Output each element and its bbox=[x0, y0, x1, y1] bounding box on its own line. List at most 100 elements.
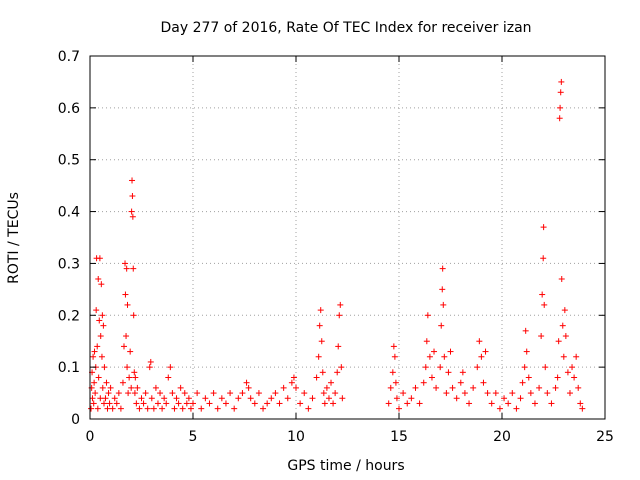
data-point bbox=[474, 364, 481, 371]
data-point bbox=[106, 400, 113, 407]
data-point bbox=[142, 390, 149, 397]
data-point bbox=[320, 390, 327, 397]
data-point bbox=[187, 405, 194, 412]
data-point bbox=[539, 291, 546, 298]
x-axis-title: GPS time / hours bbox=[287, 458, 404, 474]
data-point bbox=[185, 395, 192, 402]
data-point bbox=[130, 312, 137, 319]
data-point bbox=[129, 177, 136, 184]
data-point bbox=[198, 405, 205, 412]
data-point bbox=[521, 364, 528, 371]
data-point bbox=[445, 369, 452, 376]
data-point bbox=[422, 364, 429, 371]
data-point bbox=[159, 405, 166, 412]
data-point bbox=[336, 312, 343, 319]
data-point bbox=[496, 405, 503, 412]
data-point bbox=[337, 301, 344, 308]
data-point bbox=[393, 395, 400, 402]
data-point bbox=[476, 338, 483, 345]
data-point bbox=[97, 395, 104, 402]
data-point bbox=[272, 390, 279, 397]
data-point bbox=[440, 301, 447, 308]
data-point bbox=[540, 255, 547, 262]
data-point bbox=[206, 400, 213, 407]
data-point bbox=[480, 379, 487, 386]
data-point bbox=[558, 78, 565, 85]
data-point bbox=[315, 353, 322, 360]
data-point bbox=[426, 353, 433, 360]
x-tick-label: 20 bbox=[493, 429, 511, 445]
data-point bbox=[243, 379, 250, 386]
data-point bbox=[482, 348, 489, 355]
data-point bbox=[264, 400, 271, 407]
data-point bbox=[218, 395, 225, 402]
data-point bbox=[557, 104, 564, 111]
data-point bbox=[131, 369, 138, 376]
data-point bbox=[179, 405, 186, 412]
data-point bbox=[501, 395, 508, 402]
data-point bbox=[562, 333, 569, 340]
data-point bbox=[91, 348, 98, 355]
data-point bbox=[412, 384, 419, 391]
data-point bbox=[128, 208, 135, 215]
data-point bbox=[517, 395, 524, 402]
data-point bbox=[280, 384, 287, 391]
data-point bbox=[288, 379, 295, 386]
data-point bbox=[531, 400, 538, 407]
data-point bbox=[558, 275, 565, 282]
data-point bbox=[385, 400, 392, 407]
data-point bbox=[146, 364, 153, 371]
data-point bbox=[513, 405, 520, 412]
data-point bbox=[317, 307, 324, 314]
data-point bbox=[321, 400, 328, 407]
data-point bbox=[492, 390, 499, 397]
y-tick-label: 0.7 bbox=[58, 49, 80, 65]
data-point bbox=[276, 400, 283, 407]
data-point bbox=[318, 338, 325, 345]
data-point bbox=[540, 224, 547, 231]
data-point bbox=[98, 353, 105, 360]
data-point bbox=[332, 390, 339, 397]
data-point bbox=[571, 374, 578, 381]
data-point bbox=[325, 395, 332, 402]
data-point bbox=[428, 374, 435, 381]
data-point bbox=[542, 364, 549, 371]
data-point bbox=[441, 353, 448, 360]
data-point bbox=[554, 374, 561, 381]
plot-frame bbox=[89, 55, 606, 420]
data-point bbox=[423, 338, 430, 345]
y-axis-title: ROTI / TECUs bbox=[6, 192, 22, 284]
axes: 0 0.1 0.2 0.3 0.4 0.5 0.6 0.7 0 5 10 15 20 25 bbox=[58, 49, 614, 445]
data-point bbox=[328, 379, 335, 386]
x-tick-label: 5 bbox=[189, 429, 198, 445]
data-point bbox=[389, 369, 396, 376]
data-point bbox=[293, 384, 299, 391]
data-point bbox=[396, 405, 402, 412]
grid bbox=[90, 56, 605, 419]
data-point bbox=[408, 395, 415, 402]
data-point bbox=[109, 405, 116, 412]
data-point bbox=[123, 333, 130, 340]
data-point bbox=[330, 400, 337, 407]
data-point bbox=[131, 390, 138, 397]
data-point bbox=[538, 333, 545, 340]
data-point bbox=[420, 379, 427, 386]
data-point bbox=[96, 317, 103, 324]
data-point bbox=[552, 384, 559, 391]
data-point bbox=[313, 374, 320, 381]
data-point bbox=[183, 400, 190, 407]
data-point bbox=[245, 384, 252, 391]
data-point bbox=[128, 384, 135, 391]
data-point bbox=[527, 390, 534, 397]
data-point bbox=[88, 405, 95, 412]
data-point bbox=[437, 364, 444, 371]
data-point bbox=[181, 390, 188, 397]
data-point bbox=[133, 400, 140, 407]
data-point bbox=[577, 400, 584, 407]
data-point bbox=[284, 395, 291, 402]
data-point bbox=[466, 400, 473, 407]
data-point bbox=[548, 400, 555, 407]
data-point bbox=[100, 322, 107, 329]
data-point bbox=[94, 405, 101, 412]
data-point bbox=[525, 374, 532, 381]
